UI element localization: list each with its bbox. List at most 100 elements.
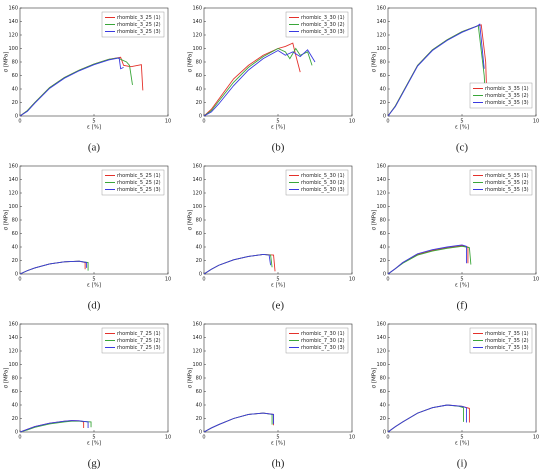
- y-axis-label: σ [MPa]: [4, 52, 10, 73]
- y-tick-label: 60: [196, 389, 202, 395]
- caption: (a): [88, 142, 101, 154]
- data-line: [203, 253, 276, 275]
- y-tick-label: 20: [196, 100, 202, 106]
- y-tick-label: 80: [196, 60, 202, 66]
- chart-panel: 0 20 40 60 80 100 120 140 160 0 5 10 ε [%] σ [MPa] rho…: [4, 6, 172, 154]
- y-tick-label: 40: [380, 87, 386, 93]
- data-line: [203, 42, 301, 117]
- x-tick-label: 10: [533, 435, 539, 441]
- y-tick-label: 80: [12, 218, 18, 224]
- y-tick-label: 160: [8, 164, 18, 170]
- x-tick-label: 5: [460, 435, 463, 441]
- data-line: [387, 404, 464, 433]
- x-tick-label: 0: [386, 119, 389, 125]
- x-tick-label: 5: [276, 119, 279, 125]
- x-axis-label: ε [%]: [87, 283, 101, 289]
- y-tick-label: 160: [8, 6, 18, 12]
- y-tick-label: 120: [376, 349, 386, 355]
- y-tick-label: 100: [8, 362, 18, 368]
- y-tick-label: 0: [15, 114, 18, 120]
- x-tick-label: 0: [202, 435, 205, 441]
- y-tick-label: 160: [376, 322, 386, 328]
- legend-label: rhombic_7_30 (2): [301, 338, 345, 344]
- y-tick-label: 60: [196, 73, 202, 79]
- x-tick-label: 0: [18, 119, 21, 125]
- y-tick-label: 160: [376, 164, 386, 170]
- x-axis-label: ε [%]: [87, 125, 101, 131]
- legend-label: rhombic_7_30 (3): [301, 345, 345, 351]
- y-axis-label: σ [MPa]: [188, 368, 194, 389]
- x-tick-label: 10: [165, 435, 171, 441]
- legend-label: rhombic_5_30 (3): [301, 187, 345, 193]
- y-tick-label: 80: [380, 60, 386, 66]
- x-tick-label: 5: [460, 277, 463, 283]
- y-tick-label: 20: [196, 416, 202, 422]
- data-line: [203, 412, 275, 433]
- y-axis-label: σ [MPa]: [4, 210, 10, 231]
- legend-label: rhombic_5_25 (3): [117, 187, 161, 193]
- y-axis-label: σ [MPa]: [372, 52, 378, 73]
- y-tick-label: 100: [192, 46, 202, 52]
- legend-label: rhombic_5_35 (1): [485, 173, 529, 179]
- y-tick-label: 80: [380, 376, 386, 382]
- data-line: [203, 412, 273, 433]
- x-tick-label: 0: [386, 435, 389, 441]
- caption: (d): [88, 300, 101, 312]
- x-tick-label: 0: [202, 119, 205, 125]
- y-tick-label: 20: [380, 100, 386, 106]
- data-line: [19, 57, 133, 117]
- legend-label: rhombic_3_35 (1): [485, 86, 529, 92]
- y-tick-label: 40: [12, 245, 18, 251]
- y-tick-label: 160: [8, 322, 18, 328]
- y-tick-label: 160: [376, 6, 386, 12]
- y-tick-label: 120: [192, 33, 202, 39]
- chart-panel: 0 20 40 60 80 100 120 140 160 0 5 10 ε [%] σ [MPa] rho…: [372, 164, 540, 312]
- data-line: [387, 23, 485, 117]
- caption: (f): [457, 300, 468, 312]
- y-tick-label: 100: [376, 46, 386, 52]
- y-tick-label: 80: [380, 218, 386, 224]
- legend-box: [285, 327, 349, 354]
- data-line: [19, 420, 85, 433]
- legend-label: rhombic_7_25 (2): [117, 338, 161, 344]
- y-tick-label: 120: [8, 349, 18, 355]
- y-tick-label: 0: [15, 430, 18, 436]
- y-tick-label: 60: [12, 73, 18, 79]
- y-tick-label: 120: [376, 191, 386, 197]
- y-tick-label: 100: [192, 362, 202, 368]
- y-tick-label: 120: [376, 33, 386, 39]
- x-tick-label: 0: [18, 435, 21, 441]
- data-line: [203, 49, 316, 117]
- x-axis-label: ε [%]: [271, 283, 285, 289]
- x-tick-label: 5: [276, 435, 279, 441]
- y-tick-label: 160: [192, 6, 202, 12]
- y-axis-label: σ [MPa]: [4, 368, 10, 389]
- y-tick-label: 60: [12, 231, 18, 237]
- y-tick-label: 80: [12, 376, 18, 382]
- y-tick-label: 20: [12, 258, 18, 264]
- y-tick-label: 100: [8, 204, 18, 210]
- caption: (i): [457, 458, 468, 470]
- x-axis-label: ε [%]: [455, 441, 469, 447]
- legend-label: rhombic_7_35 (1): [485, 331, 529, 337]
- y-axis-label: σ [MPa]: [372, 210, 378, 231]
- legend-label: rhombic_5_25 (1): [117, 173, 161, 179]
- y-tick-label: 20: [196, 258, 202, 264]
- x-tick-label: 10: [165, 119, 171, 125]
- data-line: [203, 253, 272, 275]
- y-tick-label: 140: [192, 177, 202, 183]
- y-tick-label: 140: [376, 177, 386, 183]
- y-tick-label: 140: [192, 19, 202, 25]
- legend-label: rhombic_3_35 (3): [485, 100, 529, 106]
- legend-label: rhombic_7_30 (1): [301, 331, 345, 337]
- caption: (e): [272, 300, 285, 312]
- x-tick-label: 10: [165, 277, 171, 283]
- chart-panel: 0 20 40 60 80 100 120 140 160 0 5 10 ε [%] σ [MPa] rho…: [4, 164, 172, 312]
- y-tick-label: 120: [8, 191, 18, 197]
- y-tick-label: 0: [199, 114, 202, 120]
- y-tick-label: 160: [192, 164, 202, 170]
- y-tick-label: 100: [376, 204, 386, 210]
- legend-label: rhombic_7_25 (3): [117, 345, 161, 351]
- chart-panel: 0 20 40 60 80 100 120 140 160 0 5 10 ε [%] σ [MPa] rho…: [188, 164, 356, 312]
- x-tick-label: 5: [92, 119, 95, 125]
